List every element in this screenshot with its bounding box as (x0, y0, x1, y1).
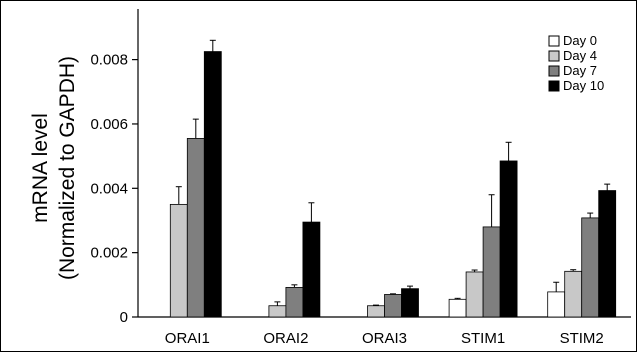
y-axis-label: mRNA level (Normalized to GAPDH) (29, 56, 79, 280)
legend-label: Day 4 (563, 48, 597, 63)
legend-label: Day 0 (563, 33, 597, 48)
bar (186, 138, 205, 318)
bar (169, 203, 188, 318)
x-tick-label: ORAI3 (362, 330, 407, 347)
bar (547, 291, 566, 318)
legend-swatch (548, 35, 560, 47)
y-tick-label: 0.008 (90, 52, 128, 69)
legend-label: Day 7 (563, 63, 597, 78)
bar (268, 305, 287, 318)
y-tick-label: 0 (120, 309, 128, 326)
legend-swatch (548, 50, 560, 62)
bar (564, 270, 583, 318)
y-axis-label-line2: (Normalized to GAPDH) (56, 56, 79, 280)
y-tick-label: 0.006 (90, 116, 128, 133)
bar (465, 271, 484, 318)
y-axis-label-line1: mRNA level (29, 113, 52, 223)
bar (598, 190, 617, 318)
bar (581, 217, 600, 318)
bar (384, 294, 402, 318)
bar (401, 288, 419, 318)
legend-swatch (548, 80, 560, 92)
bar (482, 226, 501, 318)
legend-label: Day 10 (563, 78, 604, 93)
x-tick-label: ORAI1 (165, 330, 210, 347)
x-tick-label: STIM1 (461, 330, 505, 347)
bar (367, 305, 385, 318)
legend-swatch (548, 65, 560, 77)
y-tick-label: 0.004 (90, 180, 128, 197)
x-tick-label: STIM2 (560, 330, 604, 347)
bar (203, 51, 222, 318)
x-tick-label: ORAI2 (263, 330, 308, 347)
axes: 0 0.002 0.004 0.006 0.008 ORAI1 ORAI2 ORAI3 STIM… (90, 9, 631, 347)
bar (285, 286, 304, 318)
bars (169, 39, 617, 318)
y-tick-label: 0.002 (90, 245, 128, 262)
bar (448, 298, 467, 318)
bar (302, 221, 321, 318)
bar (499, 160, 518, 318)
